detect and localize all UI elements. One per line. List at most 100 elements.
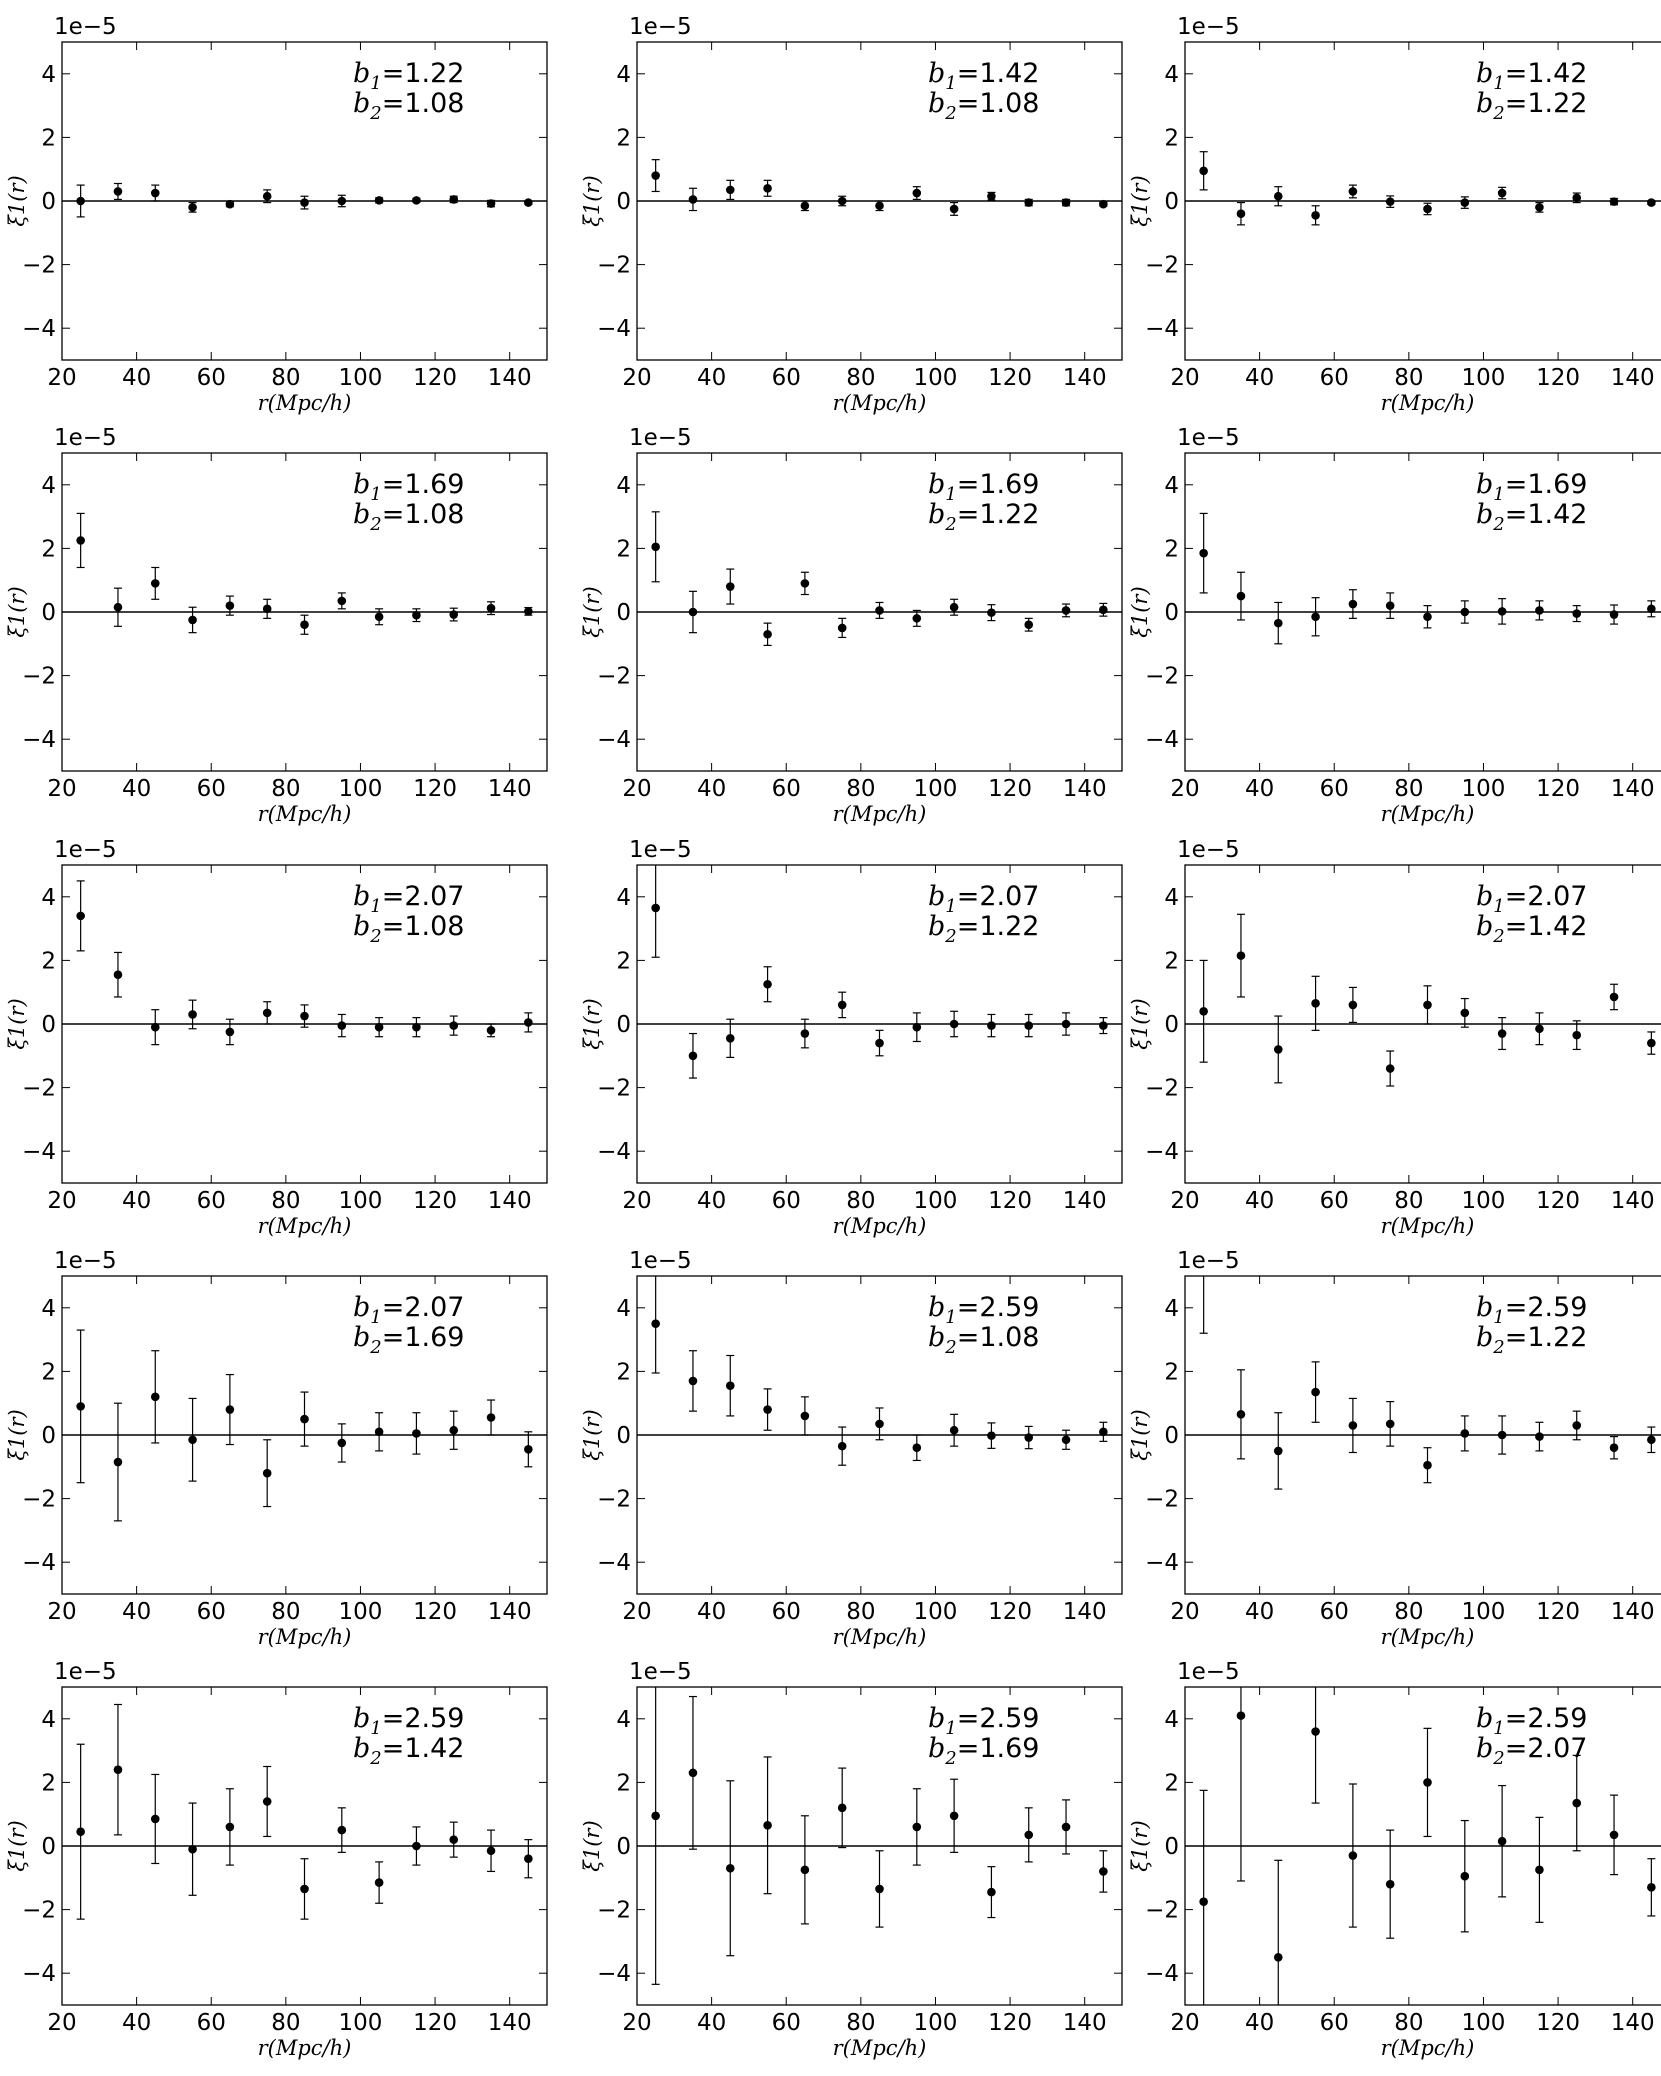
data-point bbox=[412, 196, 421, 205]
data-point bbox=[225, 1027, 235, 1037]
x-axis-label: r(Mpc/h) bbox=[833, 391, 927, 415]
y-tick-label: 4 bbox=[1164, 62, 1179, 88]
x-tick-label: 60 bbox=[1320, 2010, 1349, 2036]
bias-b1-label: b1=2.59 bbox=[353, 1703, 465, 1739]
x-tick-label: 120 bbox=[1536, 1188, 1580, 1214]
x-tick-label: 80 bbox=[846, 1599, 875, 1625]
data-point bbox=[150, 1022, 160, 1032]
x-axis-label: r(Mpc/h) bbox=[833, 1214, 927, 1238]
data-point bbox=[987, 1431, 996, 1440]
y-tick-label: 0 bbox=[1164, 600, 1179, 626]
x-tick-label: 60 bbox=[197, 1599, 226, 1625]
y-offset-label: 1e−5 bbox=[54, 1248, 117, 1274]
x-axis-label: r(Mpc/h) bbox=[258, 1625, 352, 1649]
data-point bbox=[688, 1768, 698, 1778]
data-point bbox=[1311, 1727, 1320, 1736]
x-tick-label: 120 bbox=[413, 1188, 457, 1214]
bias-b2-label: b2=1.08 bbox=[928, 88, 1040, 124]
x-tick-label: 60 bbox=[1320, 1188, 1349, 1214]
x-tick-label: 120 bbox=[413, 365, 457, 391]
y-tick-label: 0 bbox=[1164, 1012, 1179, 1038]
data-point bbox=[486, 1413, 496, 1422]
data-point bbox=[1236, 209, 1246, 219]
data-point bbox=[987, 1887, 996, 1897]
y-tick-label: 4 bbox=[616, 1296, 631, 1322]
y-axis-label: ξ1(r) bbox=[1128, 586, 1152, 637]
data-series bbox=[651, 1687, 1108, 1985]
y-tick-label: 0 bbox=[41, 1012, 56, 1038]
x-tick-label: 40 bbox=[1245, 776, 1274, 802]
data-point bbox=[412, 1429, 421, 1438]
data-point bbox=[1572, 1421, 1582, 1430]
x-tick-label: 60 bbox=[772, 776, 801, 802]
data-point bbox=[150, 188, 160, 198]
data-point bbox=[1099, 1867, 1108, 1876]
data-point bbox=[524, 1854, 533, 1864]
y-offset-label: 1e−5 bbox=[1177, 837, 1240, 863]
data-point bbox=[800, 579, 810, 588]
x-tick-label: 40 bbox=[1245, 1599, 1274, 1625]
x-tick-label: 20 bbox=[1170, 365, 1199, 391]
x-tick-label: 140 bbox=[1063, 1599, 1107, 1625]
x-tick-label: 120 bbox=[413, 776, 457, 802]
y-tick-label: 0 bbox=[1164, 1423, 1179, 1449]
y-tick-label: 4 bbox=[616, 473, 631, 499]
x-tick-label: 100 bbox=[914, 776, 958, 802]
data-point bbox=[949, 602, 959, 612]
y-tick-label: 4 bbox=[41, 62, 56, 88]
data-point bbox=[688, 607, 698, 617]
data-point bbox=[300, 198, 309, 207]
y-offset-label: 1e−5 bbox=[1177, 1659, 1240, 1685]
data-point bbox=[225, 601, 235, 610]
bias-b2-label: b2=1.42 bbox=[1476, 499, 1588, 535]
bias-b1-label: b1=2.59 bbox=[928, 1703, 1040, 1739]
x-axis-label: r(Mpc/h) bbox=[1381, 2036, 1475, 2060]
y-tick-label: −4 bbox=[22, 1139, 56, 1165]
y-tick-label: 0 bbox=[616, 1423, 631, 1449]
bias-b1-label: b1=2.59 bbox=[928, 1292, 1040, 1328]
data-point bbox=[113, 1457, 123, 1467]
data-point bbox=[688, 195, 698, 204]
data-point bbox=[763, 1821, 772, 1830]
y-tick-label: −2 bbox=[597, 1487, 631, 1513]
y-tick-label: −2 bbox=[1145, 1898, 1179, 1924]
x-axis-label: r(Mpc/h) bbox=[258, 802, 352, 826]
x-tick-label: 20 bbox=[47, 2010, 76, 2036]
bias-b1-label: b1=2.59 bbox=[1476, 1703, 1588, 1739]
data-point bbox=[1572, 193, 1582, 203]
data-point bbox=[262, 1008, 272, 1018]
data-point bbox=[1311, 612, 1320, 622]
data-series bbox=[1199, 151, 1656, 226]
data-point bbox=[1647, 1435, 1656, 1445]
data-series bbox=[651, 159, 1108, 216]
data-point bbox=[1061, 1435, 1071, 1445]
data-point bbox=[76, 1402, 85, 1411]
x-tick-label: 100 bbox=[1462, 1599, 1506, 1625]
x-tick-label: 140 bbox=[1611, 365, 1655, 391]
data-point bbox=[725, 582, 735, 591]
data-point bbox=[374, 1427, 384, 1437]
data-point bbox=[486, 199, 496, 208]
x-tick-label: 140 bbox=[488, 1188, 532, 1214]
x-tick-label: 60 bbox=[772, 1188, 801, 1214]
chart-panel: 20 40 60 80 100 120 140 −4 −2 0 2 4 1e−5 r(Mpc/h) ξ1(r… bbox=[5, 14, 548, 415]
y-tick-label: −4 bbox=[1145, 316, 1179, 342]
y-tick-label: −2 bbox=[22, 253, 56, 279]
data-point bbox=[1236, 1410, 1246, 1419]
data-point bbox=[374, 1022, 384, 1032]
data-point bbox=[800, 201, 810, 211]
x-axis-label: r(Mpc/h) bbox=[258, 391, 352, 415]
y-tick-label: −2 bbox=[1145, 253, 1179, 279]
data-point bbox=[1199, 1006, 1208, 1016]
x-tick-label: 120 bbox=[1536, 2010, 1580, 2036]
data-point bbox=[412, 1022, 421, 1032]
bias-b1-label: b1=2.07 bbox=[353, 1292, 465, 1328]
y-tick-label: 2 bbox=[41, 948, 56, 974]
y-tick-label: 2 bbox=[616, 536, 631, 562]
chart-panel: 20 40 60 80 100 120 140 −4 −2 0 2 4 1e−5 r(Mpc/h) ξ1(r… bbox=[580, 1659, 1123, 2060]
data-point bbox=[1535, 1024, 1544, 1034]
data-point bbox=[1348, 1421, 1358, 1430]
y-tick-label: 4 bbox=[1164, 885, 1179, 911]
x-axis-label: r(Mpc/h) bbox=[833, 802, 927, 826]
